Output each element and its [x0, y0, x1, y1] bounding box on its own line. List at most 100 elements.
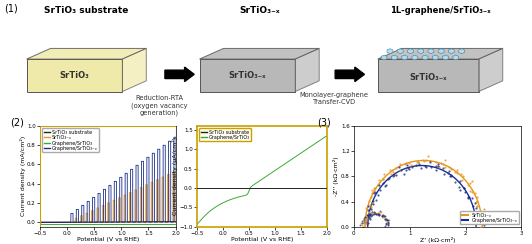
- Text: SrTiO₃₋ₓ: SrTiO₃₋ₓ: [239, 6, 280, 15]
- Point: [466, 181, 475, 184]
- Point: [381, 183, 390, 187]
- Point: [384, 220, 393, 224]
- Point: [375, 211, 383, 215]
- Point: [366, 217, 375, 221]
- Point: [359, 225, 367, 229]
- Point: [472, 220, 481, 224]
- Point: [406, 163, 415, 167]
- Point: [367, 214, 375, 218]
- Text: (3): (3): [317, 118, 331, 128]
- Point: [380, 183, 389, 187]
- Point: [384, 223, 392, 227]
- Point: [404, 167, 412, 171]
- Point: [370, 212, 378, 216]
- Point: [445, 169, 454, 173]
- Point: [451, 180, 460, 183]
- Point: [458, 178, 467, 182]
- Point: [433, 162, 442, 166]
- Point: [362, 216, 371, 220]
- Point: [361, 216, 369, 220]
- Point: [370, 211, 378, 214]
- Point: [381, 223, 390, 226]
- Point: [447, 174, 456, 178]
- Point: [364, 221, 372, 225]
- Point: [468, 196, 476, 200]
- Point: [422, 159, 430, 163]
- Legend: SrTiO₃ substrate, SrTiO₃₋ₓ, Graphene/SrTiO₃, Graphene/SrTiO₃₋ₓ: SrTiO₃ substrate, SrTiO₃₋ₓ, Graphene/SrT…: [43, 128, 99, 152]
- Point: [380, 216, 389, 220]
- Point: [381, 217, 389, 221]
- Point: [389, 174, 397, 178]
- Point: [372, 212, 380, 215]
- Point: [403, 163, 412, 167]
- Legend: SrTiO₃₋ₓ, Graphene/SrTiO₃₋ₓ: SrTiO₃₋ₓ, Graphene/SrTiO₃₋ₓ: [460, 211, 519, 224]
- Point: [472, 214, 480, 218]
- Point: [360, 217, 368, 221]
- Point: [384, 218, 392, 222]
- Point: [388, 168, 396, 172]
- Text: SrTiO₃₋ₓ: SrTiO₃₋ₓ: [229, 71, 266, 80]
- Point: [370, 186, 379, 190]
- Point: [384, 226, 392, 230]
- Point: [377, 213, 386, 217]
- Point: [361, 216, 369, 220]
- Point: [464, 195, 473, 199]
- Point: [472, 204, 481, 208]
- Point: [363, 215, 372, 219]
- Point: [477, 225, 485, 229]
- Point: [372, 212, 380, 216]
- Point: [362, 222, 370, 225]
- Point: [423, 154, 432, 158]
- Point: [426, 159, 434, 163]
- Point: [361, 220, 370, 224]
- Point: [359, 225, 368, 229]
- Point: [375, 212, 383, 216]
- Point: [396, 168, 404, 172]
- Point: [373, 211, 382, 215]
- Point: [381, 221, 390, 225]
- Point: [408, 164, 416, 168]
- Point: [379, 177, 387, 181]
- Point: [369, 213, 377, 216]
- Point: [370, 211, 379, 215]
- Polygon shape: [200, 59, 295, 92]
- Point: [384, 222, 393, 226]
- Point: [384, 221, 393, 225]
- Point: [417, 166, 426, 170]
- Point: [471, 201, 479, 205]
- Point: [432, 168, 440, 172]
- Point: [438, 166, 447, 170]
- Point: [371, 211, 379, 215]
- Point: [374, 213, 383, 217]
- Point: [358, 226, 366, 230]
- Point: [440, 158, 449, 162]
- Point: [363, 208, 372, 212]
- Point: [381, 217, 390, 221]
- Point: [427, 165, 435, 169]
- Point: [379, 213, 387, 217]
- Point: [361, 215, 370, 219]
- Point: [371, 212, 380, 216]
- Point: [413, 161, 422, 164]
- Point: [377, 210, 386, 214]
- Point: [364, 213, 373, 217]
- Text: SrTiO₃ substrate: SrTiO₃ substrate: [44, 6, 129, 15]
- Point: [412, 163, 420, 167]
- Point: [370, 211, 379, 215]
- Point: [365, 212, 374, 216]
- Point: [358, 227, 367, 231]
- Point: [376, 188, 384, 192]
- Point: [364, 204, 373, 208]
- Polygon shape: [378, 48, 503, 59]
- Point: [453, 168, 462, 172]
- Point: [360, 218, 368, 222]
- Point: [368, 191, 376, 195]
- Point: [380, 218, 389, 222]
- Point: [444, 165, 453, 169]
- Point: [421, 165, 430, 169]
- Point: [471, 191, 479, 195]
- Point: [479, 207, 488, 211]
- Point: [375, 178, 383, 182]
- Point: [361, 218, 369, 222]
- Point: [370, 210, 378, 214]
